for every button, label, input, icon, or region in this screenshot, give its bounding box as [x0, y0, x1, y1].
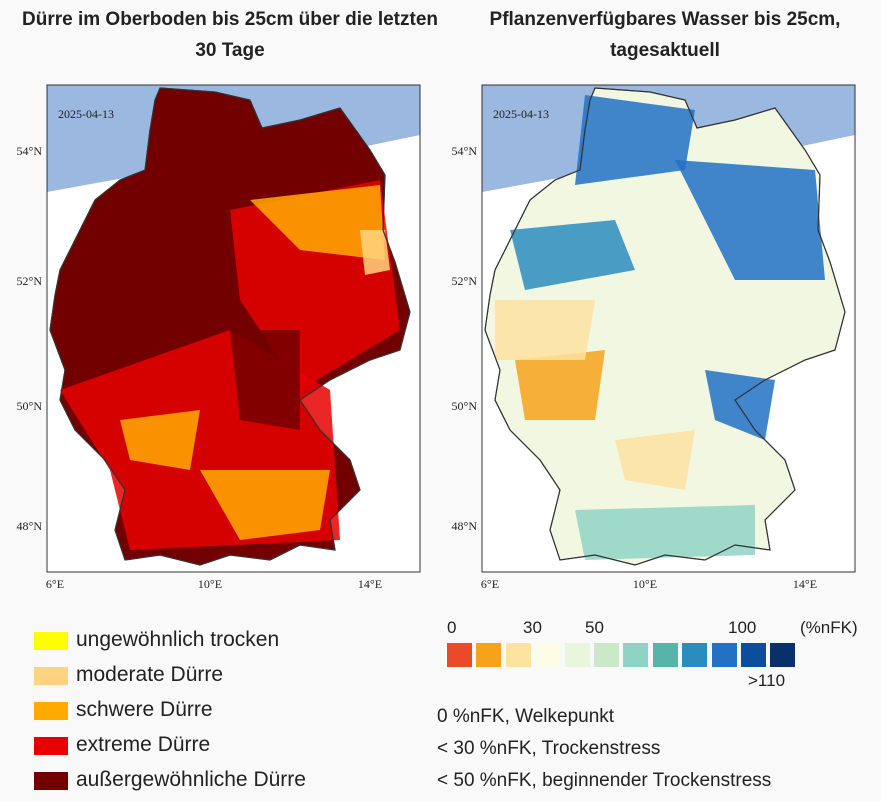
- germany-outline: [49, 87, 411, 566]
- region-patch: [675, 160, 825, 280]
- legend-swatch: [34, 702, 68, 720]
- region-patch: [230, 330, 300, 430]
- scale-label: 30: [523, 618, 542, 637]
- lat-label: 50°N: [17, 399, 43, 413]
- map-date: 2025-04-13: [58, 107, 114, 121]
- region-patch: [510, 220, 635, 290]
- panel-title: Dürre im Oberboden bis 25cm über die let…: [22, 9, 438, 61]
- legend-label: moderate Dürre: [76, 663, 224, 686]
- scale-swatch: [623, 643, 649, 667]
- region-patch: [200, 470, 330, 540]
- map-date: 2025-04-13: [493, 107, 549, 121]
- region-patch: [360, 230, 390, 275]
- scale-swatch: [564, 643, 590, 667]
- scale-swatch: [741, 643, 766, 667]
- germany-outline: [484, 87, 846, 566]
- note: < 30 %nFK, Trockenstress: [437, 738, 661, 759]
- scale-label: 50: [585, 618, 604, 637]
- scale-swatch: [711, 643, 737, 667]
- legend-label: schwere Dürre: [76, 698, 213, 721]
- scale-swatch: [682, 643, 708, 667]
- scale-label: 0: [447, 618, 457, 637]
- lat-label: 48°N: [17, 519, 43, 533]
- lon-label: 6°E: [481, 577, 499, 591]
- scale-swatch: [652, 643, 678, 667]
- lon-label: 6°E: [46, 577, 64, 591]
- map-panel: 2025-04-13 54°N 52°N 50°N 48°N 6°E 10°E 14°E: [452, 84, 856, 591]
- lon-label: 14°E: [793, 577, 817, 591]
- scale-swatch: [505, 643, 531, 667]
- lat-label: 52°N: [17, 274, 43, 288]
- legend-swatch: [34, 667, 68, 685]
- region-patch: [705, 370, 775, 440]
- lon-label: 10°E: [198, 577, 222, 591]
- region-patch: [120, 410, 200, 470]
- lat-label: 48°N: [452, 519, 478, 533]
- legend-swatch: [34, 632, 68, 650]
- scale-swatch: [594, 643, 619, 667]
- legend-swatch: [34, 737, 68, 755]
- scale-swatch: [535, 643, 561, 667]
- region-patch: [495, 300, 595, 360]
- scale-swatch: [476, 643, 502, 667]
- legend-label: außergewöhnliche Dürre: [76, 768, 306, 791]
- region-patch: [575, 505, 755, 560]
- map-border: [481, 84, 856, 573]
- lon-label: 10°E: [633, 577, 657, 591]
- note: 0 %nFK, Welkepunkt: [437, 706, 615, 727]
- panel-title: Pflanzenverfügbares Wasser bis 25cm, tag…: [489, 9, 841, 61]
- legend-label: extreme Dürre: [76, 733, 211, 756]
- legend-swatch: [34, 772, 68, 790]
- scale-swatch: [447, 643, 472, 667]
- lat-label: 50°N: [452, 399, 478, 413]
- region-patch: [250, 185, 385, 260]
- scale-unit: (%nFK): [800, 618, 858, 637]
- region-patch: [615, 430, 695, 490]
- map-panel: 2025-04-13 54°N 52°N 50°N 48°N 6°E 10°E 14°E: [17, 84, 421, 591]
- lat-label: 54°N: [452, 144, 478, 158]
- lat-label: 54°N: [17, 144, 43, 158]
- scale-label: 100: [728, 618, 757, 637]
- map-border: [46, 84, 421, 573]
- region-patch: [515, 350, 605, 420]
- region-patch: [575, 95, 695, 185]
- lon-label: 14°E: [358, 577, 382, 591]
- scale-swatch: [770, 643, 796, 667]
- lat-label: 52°N: [452, 274, 478, 288]
- note: < 50 %nFK, beginnender Trockenstress: [437, 770, 772, 791]
- scale-over: >110: [748, 671, 786, 690]
- legend-label: ungewöhnlich trocken: [76, 628, 280, 651]
